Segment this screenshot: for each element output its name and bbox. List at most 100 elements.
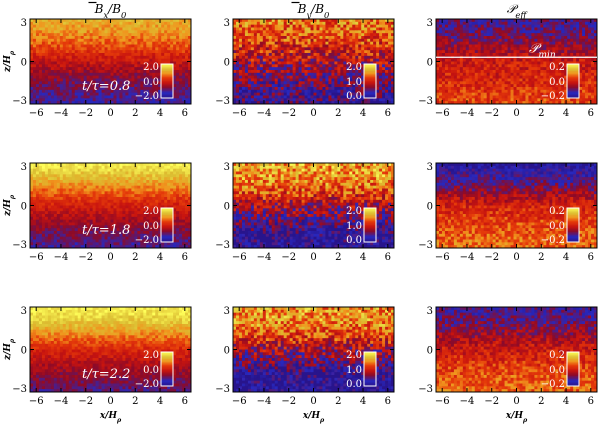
heatmap-cell [173,78,177,82]
heatmap-cell [292,36,297,40]
heatmap-cell [32,47,37,51]
heatmap-cell [101,47,105,51]
heatmap-cell [185,38,189,43]
heatmap-cell [307,78,311,82]
colorbar-segment [161,64,173,66]
heatmap-cell [30,81,34,85]
heatmap-cell [582,81,586,85]
heatmap-cell [265,47,270,51]
heatmap-cell [59,30,64,34]
heatmap-cell [340,55,344,60]
heatmap-cell [579,30,583,34]
heatmap-cell [376,72,380,77]
heatmap-cell [477,72,482,77]
heatmap-cell [164,44,168,48]
heatmap-cell [358,64,362,68]
colorbar-segment [161,71,173,73]
heatmap-cell [585,53,589,57]
heatmap-cell [576,24,580,28]
heatmap-cell [522,84,526,88]
heatmap-cell [295,78,299,82]
heatmap-cell [298,95,302,99]
heatmap-cell [483,53,488,57]
heatmap-cell [92,24,96,28]
heatmap-cell [295,30,299,34]
heatmap-cell [104,38,108,43]
heatmap-cell [128,55,132,60]
heatmap-cell [528,19,532,23]
heatmap-cell [591,24,595,28]
heatmap-cell [525,64,529,68]
heatmap-cell [486,41,491,45]
heatmap-cell [146,24,150,28]
heatmap-cell [480,50,485,54]
heatmap-cell [116,38,120,43]
heatmap-cell [483,84,488,88]
heatmap-cell [510,41,514,45]
heatmap-cell [86,53,91,57]
heatmap-cell [319,89,323,94]
heatmap-cell [241,64,246,68]
heatmap-cell [438,67,443,71]
heatmap-cell [125,95,129,99]
heatmap-cell [358,19,362,23]
heatmap-cell [289,84,294,88]
colorbar-segment [364,65,376,68]
heatmap-cell [188,58,192,62]
heatmap-cell [280,38,285,43]
heatmap-cell [30,38,34,43]
heatmap-cell [137,19,141,23]
heatmap-cell [119,70,123,74]
heatmap-cell [456,38,461,43]
heatmap-cell [59,92,64,96]
heatmap-cell [504,87,508,91]
heatmap-cell [489,75,494,79]
heatmap-cell [44,72,49,77]
heatmap-cell [579,87,583,91]
heatmap-cell [65,55,70,60]
heatmap-cell [140,75,144,79]
heatmap-cell [588,41,592,45]
heatmap-cell [531,53,535,57]
heatmap-cell [83,58,88,62]
heatmap-cell [334,36,338,40]
heatmap-cell [447,19,452,23]
heatmap-cell [83,98,88,102]
heatmap-cell [92,95,96,99]
heatmap-cell [259,38,264,43]
heatmap-cell [531,38,535,43]
heatmap-cell [322,33,326,37]
heatmap-cell [98,36,102,40]
heatmap-cell [325,92,329,96]
heatmap-cell [355,70,359,74]
heatmap-cell [322,70,326,74]
heatmap-cell [349,87,353,91]
heatmap-cell [531,36,535,40]
heatmap-cell [325,95,329,99]
heatmap-cell [436,58,440,62]
heatmap-cell [373,58,377,62]
heatmap-cell [358,21,362,26]
heatmap-cell [238,36,243,40]
heatmap-cell [119,36,123,40]
heatmap-cell [585,44,589,48]
heatmap-cell [522,101,526,105]
heatmap-cell [531,64,535,68]
heatmap-cell [337,64,341,68]
heatmap-cell [59,75,64,79]
heatmap-cell [516,84,520,88]
heatmap-cell [331,53,335,57]
heatmap-cell [334,75,338,79]
heatmap-cell [334,67,338,71]
heatmap-cell [361,27,365,31]
heatmap-cell [134,55,138,60]
heatmap-cell [313,58,317,62]
heatmap-cell [146,33,150,37]
heatmap-cell [182,98,186,102]
heatmap-cell [498,78,502,82]
heatmap-cell [462,89,467,94]
heatmap-cell [286,38,291,43]
heatmap-cell [271,55,276,60]
heatmap-cell [391,87,395,91]
heatmap-cell [56,72,61,77]
